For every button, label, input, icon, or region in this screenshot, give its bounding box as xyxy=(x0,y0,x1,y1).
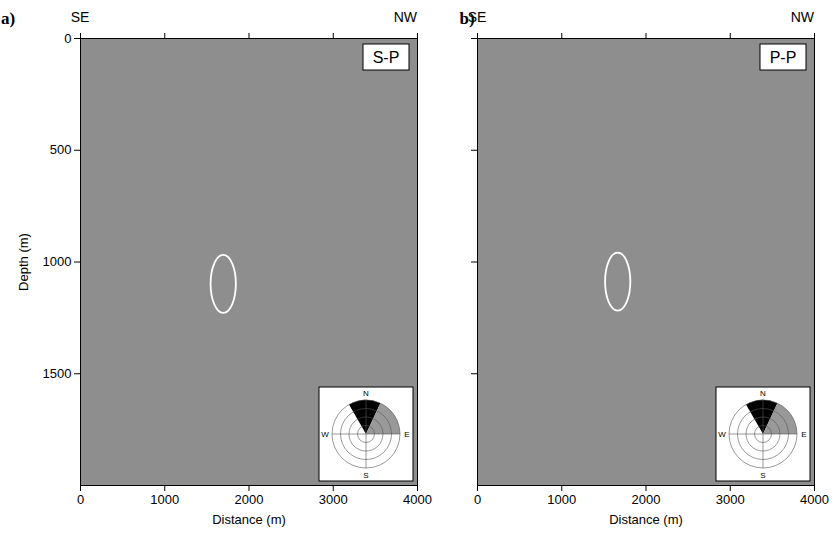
svg-text:SE: SE xyxy=(468,9,487,25)
svg-text:4000: 4000 xyxy=(800,492,829,507)
svg-text:N: N xyxy=(363,389,369,398)
svg-text:1000: 1000 xyxy=(547,492,576,507)
svg-text:0: 0 xyxy=(474,492,481,507)
svg-text:Distance (m): Distance (m) xyxy=(609,512,683,527)
svg-text:W: W xyxy=(321,430,329,439)
svg-text:S-P: S-P xyxy=(373,49,400,66)
svg-text:3000: 3000 xyxy=(319,492,348,507)
svg-text:P-P: P-P xyxy=(770,49,797,66)
svg-text:W: W xyxy=(718,430,726,439)
svg-text:1000: 1000 xyxy=(150,492,179,507)
svg-text:N: N xyxy=(760,389,766,398)
svg-text:E: E xyxy=(801,430,806,439)
svg-text:2000: 2000 xyxy=(632,492,661,507)
svg-text:3000: 3000 xyxy=(716,492,745,507)
svg-text:500: 500 xyxy=(50,142,72,157)
svg-text:Distance (m): Distance (m) xyxy=(212,512,286,527)
svg-text:SE: SE xyxy=(71,9,90,25)
svg-text:NW: NW xyxy=(394,9,418,25)
svg-text:a): a) xyxy=(1,9,15,28)
svg-text:4000: 4000 xyxy=(403,492,432,507)
svg-text:S: S xyxy=(760,471,765,480)
svg-text:Depth (m): Depth (m) xyxy=(16,233,31,291)
svg-text:1500: 1500 xyxy=(43,366,72,381)
svg-text:S: S xyxy=(363,471,368,480)
svg-text:E: E xyxy=(404,430,409,439)
svg-text:NW: NW xyxy=(791,9,815,25)
svg-text:1000: 1000 xyxy=(43,254,72,269)
svg-text:2000: 2000 xyxy=(235,492,264,507)
svg-text:0: 0 xyxy=(77,492,84,507)
svg-text:0: 0 xyxy=(64,31,71,46)
